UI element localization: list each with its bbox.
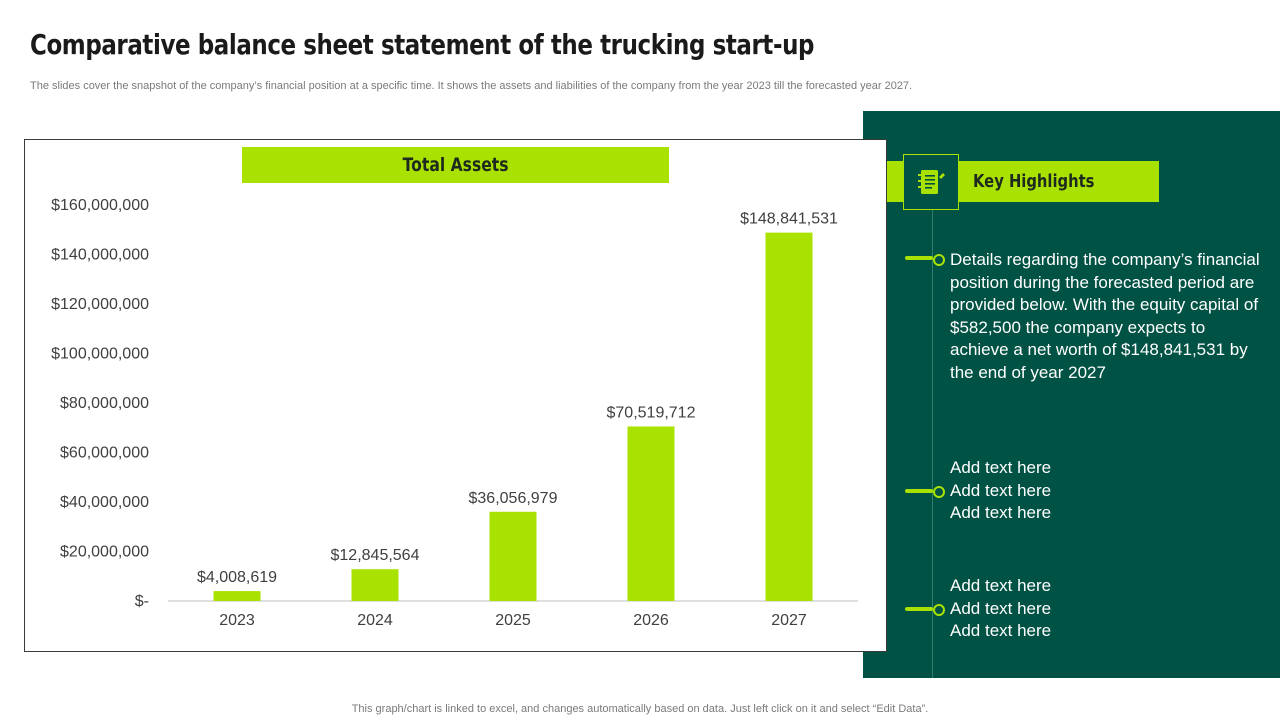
data-label: $4,008,619 [197, 569, 277, 586]
data-label: $148,841,531 [740, 211, 838, 228]
timeline-dash [905, 256, 933, 260]
highlight-text-1: Details regarding the company’s financia… [950, 250, 1260, 382]
x-tick-label: 2025 [495, 612, 531, 629]
timeline-dash [905, 607, 933, 611]
highlight-line: Add text here [950, 598, 1052, 618]
timeline-dash [905, 489, 933, 493]
highlight-line: Add text here [950, 458, 1052, 477]
highlight-line: Add text here [950, 480, 1052, 500]
footer-note: This graph/chart is linked to excel, and… [351, 703, 929, 715]
data-label: $70,519,712 [607, 404, 696, 421]
data-label: $36,056,979 [469, 490, 558, 507]
x-tick-label: 2024 [357, 612, 393, 629]
page-title: Comparative balance sheet statement of t… [30, 28, 815, 61]
timeline-dot [933, 486, 945, 498]
y-tick-label: $80,000,000 [60, 395, 149, 412]
y-tick-label: $60,000,000 [60, 445, 149, 462]
data-label: $12,845,564 [331, 547, 420, 564]
highlight-line: Add text here [950, 621, 1052, 640]
timeline-line [932, 210, 933, 678]
x-tick-label: 2027 [771, 612, 807, 629]
x-tick-label: 2026 [633, 612, 669, 629]
y-tick-label: $20,000,000 [60, 544, 149, 561]
bar [351, 569, 399, 601]
chart-title-text: Total Assets [402, 154, 509, 176]
page-subtitle: The slides cover the snapshot of the com… [30, 80, 913, 92]
notepad-icon [903, 154, 959, 210]
notepad-icon-graphic [918, 170, 945, 194]
bar [765, 232, 813, 601]
highlight-line: Add text here [950, 576, 1052, 595]
key-highlights-heading: Key Highlights [973, 171, 1095, 192]
x-tick-label: 2023 [219, 612, 255, 629]
timeline-dot [933, 254, 945, 266]
bar [489, 511, 537, 601]
bar [627, 426, 675, 601]
highlight-item-3: Add text here Add text here Add text her… [950, 575, 1262, 643]
bar [213, 591, 261, 601]
timeline-dot [933, 604, 945, 616]
chart-container[interactable] [24, 139, 887, 652]
y-tick-label: $- [135, 593, 149, 610]
chart-title: Total Assets [242, 147, 669, 183]
highlight-line: Add text here [950, 503, 1052, 522]
y-tick-label: $100,000,000 [51, 346, 149, 363]
y-tick-label: $40,000,000 [60, 494, 149, 511]
y-tick-label: $120,000,000 [51, 296, 149, 313]
y-tick-label: $160,000,000 [51, 197, 149, 214]
highlight-item-2: Add text here Add text here Add text her… [950, 457, 1262, 525]
y-tick-label: $140,000,000 [51, 247, 149, 264]
